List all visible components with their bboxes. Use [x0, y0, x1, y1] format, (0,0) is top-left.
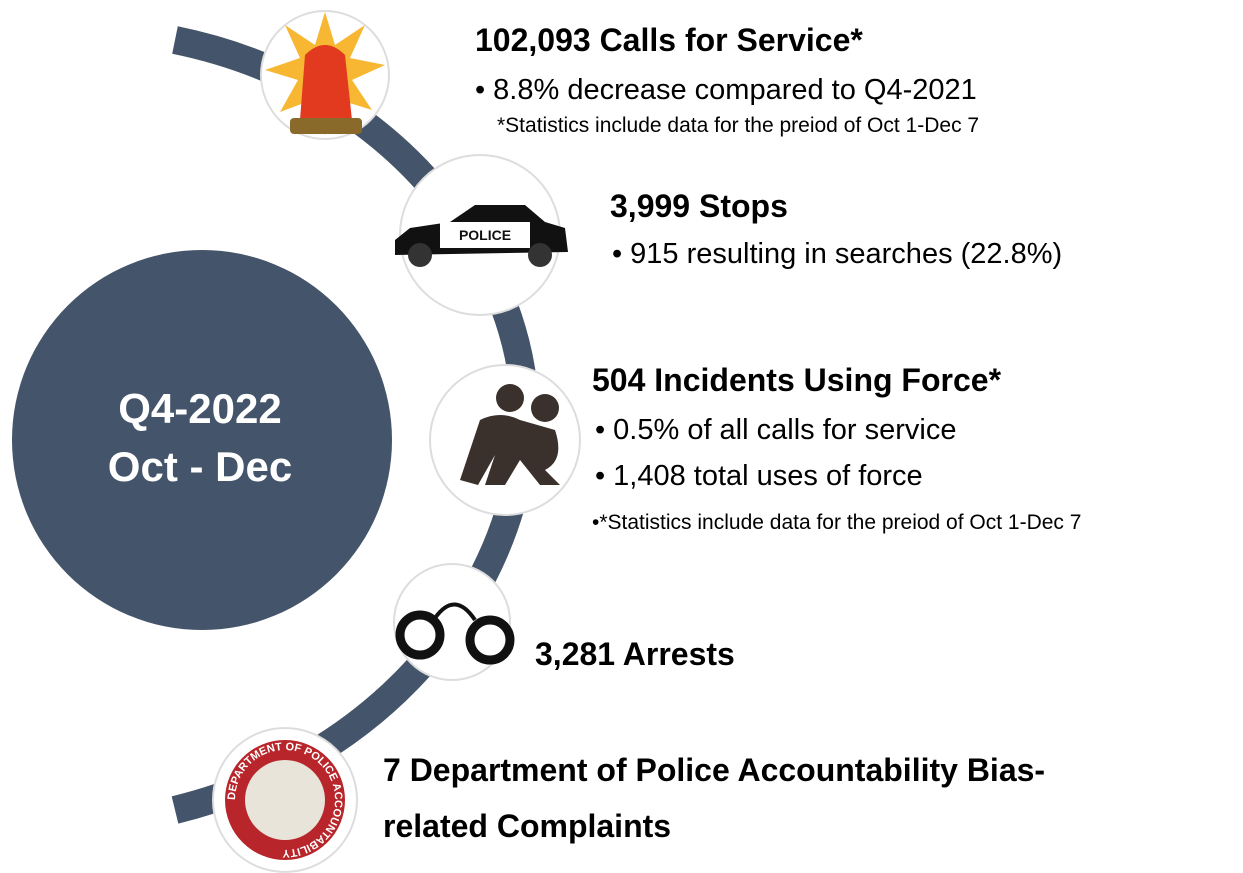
item-bullet: 1,408 total uses of force [595, 460, 923, 493]
item-title: 504 Incidents Using Force* [592, 362, 1001, 399]
seal-icon: DEPARTMENT OF POLICE ACCOUNTABILITY [225, 740, 345, 860]
item-title: 7 Department of Police Accountability Bi… [383, 742, 1143, 854]
item-bullet: 8.8% decrease compared to Q4-2021 [475, 74, 977, 107]
center-line: Q4-2022 [50, 385, 350, 433]
car-label: POLICE [459, 227, 511, 243]
item-bullet: 915 resulting in searches (22.8%) [612, 238, 1062, 271]
center-circle [12, 250, 392, 630]
item-title: 3,999 Stops [610, 188, 788, 225]
item-note: *Statistics include data for the preiod … [497, 114, 979, 138]
item-title: 102,093 Calls for Service* [475, 22, 863, 59]
item-bullet: 0.5% of all calls for service [595, 414, 956, 447]
center-line: Oct - Dec [50, 443, 350, 491]
infographic: POLICE DEPARTMENT OF POLICE ACCOUNTABILI… [0, 0, 1243, 873]
item-note: *Statistics include data for the preiod … [592, 511, 1081, 535]
item-title: 3,281 Arrests [535, 636, 735, 673]
